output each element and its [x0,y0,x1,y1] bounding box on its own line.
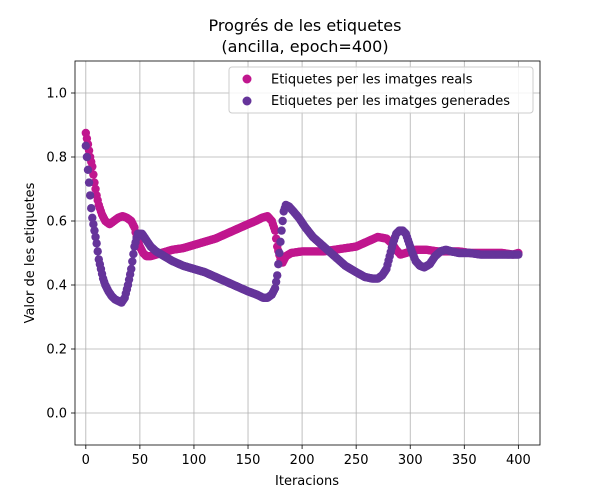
point-generated [91,232,100,242]
x-tick-label: 350 [452,453,477,468]
axes-layer [74,60,541,446]
x-tick-label: 300 [398,453,423,468]
point-generated [90,226,99,235]
point-real [270,226,280,235]
x-tick-label: 400 [506,453,531,468]
point-generated [275,248,284,258]
x-tick-label: 0 [82,453,90,468]
point-generated [270,284,280,293]
legend-marker-real [242,74,252,84]
y-tick-label: 0.6 [46,215,67,230]
x-axis-label: Iteracions [275,474,339,489]
legend-box [228,66,534,114]
legend-label-real: Etiquetes per les imatges reals [271,73,473,88]
point-generated [273,271,282,280]
x-tick-label: 250 [344,453,369,468]
point-generated [277,226,286,235]
point-generated [82,152,92,162]
point-generated [89,220,98,229]
chart-title-line2: (ancilla, epoch=400) [221,37,388,56]
x-tick-label: 200 [290,453,315,468]
series-1 [81,141,523,307]
y-tick-label: 0.4 [46,279,67,294]
plot-frame [74,60,541,446]
point-generated [92,239,101,248]
chart-title-line1: Progrés de les etiquetes [209,16,402,35]
x-tick-label: 50 [132,453,149,468]
point-generated [83,165,93,174]
point-generated [276,237,285,246]
y-tick-label: 1.0 [46,87,67,102]
point-generated [271,277,281,286]
points-layer [81,128,523,307]
legend-label-generated: Etiquetes per les imatges generades [271,94,510,109]
point-generated [274,260,283,269]
point-generated [87,204,96,213]
legend: Etiquetes per les imatges reals Etiquete… [228,66,534,114]
x-tick-label: 150 [236,453,261,468]
ticks-layer: 0 50 100 150 200 250 300 350 400 0.0 0.2 0.4 0.6 0.8 1… [46,87,530,469]
point-generated [81,141,91,150]
point-real [89,170,98,179]
point-generated [278,216,287,226]
point-generated [88,213,97,222]
point-real [91,184,100,194]
point-generated [514,250,523,259]
point-generated [129,249,138,259]
y-tick-label: 0.2 [46,343,67,358]
point-generated [85,191,95,200]
legend-marker-generated [242,96,252,106]
x-tick-label: 100 [182,453,207,468]
y-tick-label: 0.0 [46,407,67,422]
point-generated [93,247,102,256]
point-generated [84,178,94,187]
y-axis-label: Valor de les etiquetes [23,182,38,323]
y-tick-label: 0.8 [46,151,67,166]
point-generated [127,264,136,274]
point-generated [128,257,137,266]
